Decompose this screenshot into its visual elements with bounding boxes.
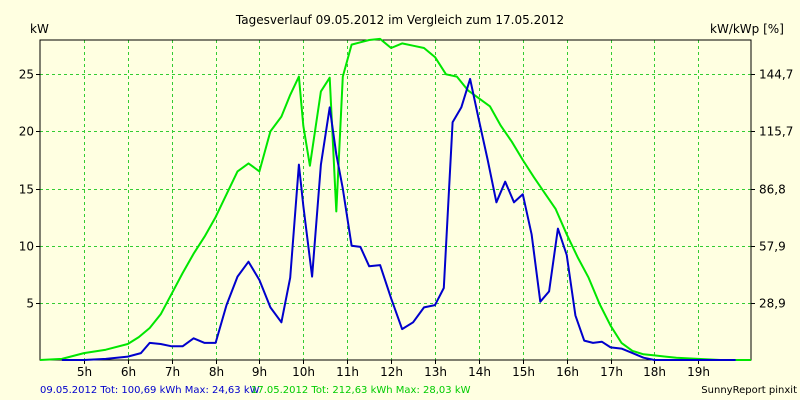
x-tick-label: 12h <box>380 365 403 379</box>
y-axis-right-label: kW/kWp [%] <box>710 22 784 36</box>
axis-ticks: 5h 6h 7h 8h 9h 10h 11h 12h 13h 14h 15h 16h 17h 18h 19h… <box>19 68 794 380</box>
y-tick-label-left: 20 <box>19 125 34 139</box>
footer-stats-series1: 09.05.2012 Tot: 100,69 kWh Max: 24,63 kW <box>40 385 260 396</box>
y-tick-label-right: 144,7 <box>759 68 793 82</box>
y-axis-left-label: kW <box>30 22 49 36</box>
x-tick-label: 13h <box>424 365 447 379</box>
x-tick-label: 19h <box>687 365 710 379</box>
x-tick-label: 11h <box>336 365 359 379</box>
x-tick-label: 10h <box>292 365 315 379</box>
series-line-09-05-2012 <box>61 77 736 361</box>
grid <box>40 40 751 360</box>
x-tick-label: 18h <box>643 365 666 379</box>
series-line-17-05-2012 <box>39 37 751 361</box>
y-tick-label-right: 28,9 <box>759 297 786 311</box>
y-tick-label-right: 57,9 <box>759 240 786 254</box>
x-tick-label: 5h <box>77 365 92 379</box>
y-tick-label-right: 115,7 <box>759 125 793 139</box>
x-tick-label: 6h <box>121 365 136 379</box>
footer-stats-series2: 17.05.2012 Tot: 212,63 kWh Max: 28,03 kW <box>251 385 471 396</box>
y-tick-label-left: 10 <box>19 240 34 254</box>
x-tick-label: 14h <box>468 365 491 379</box>
x-tick-label: 9h <box>252 365 267 379</box>
x-tick-label: 17h <box>600 365 623 379</box>
y-tick-label-left: 25 <box>19 68 34 82</box>
x-tick-label: 15h <box>512 365 535 379</box>
y-tick-label-left: 15 <box>19 183 34 197</box>
plot-frame <box>39 39 752 361</box>
x-tick-label: 16h <box>556 365 579 379</box>
chart-title: Tagesverlauf 09.05.2012 im Vergleich zum… <box>235 13 564 27</box>
x-tick-label: 7h <box>165 365 180 379</box>
footer-credit: SunnyReport pinxit <box>701 385 797 396</box>
series-lines <box>39 37 751 361</box>
y-tick-label-left: 5 <box>26 297 34 311</box>
y-tick-label-right: 86,8 <box>759 183 786 197</box>
x-tick-label: 8h <box>209 365 224 379</box>
